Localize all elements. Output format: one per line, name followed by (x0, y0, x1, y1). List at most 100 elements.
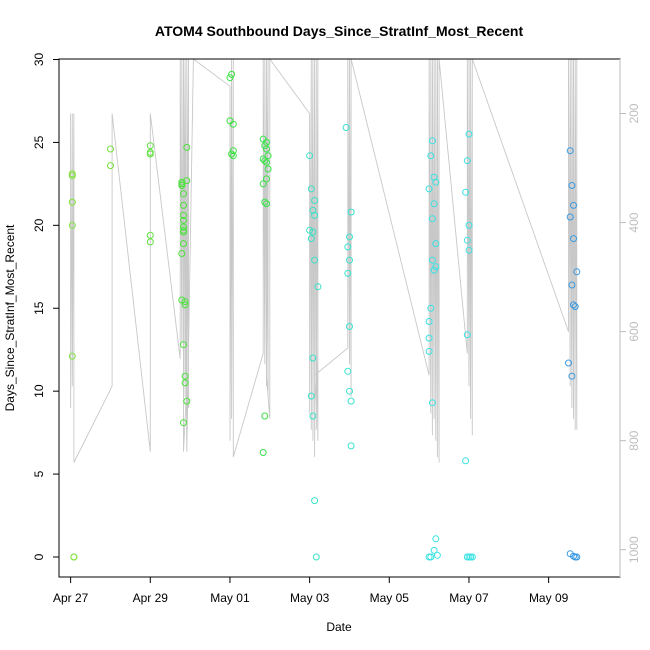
chart-title: ATOM4 Southbound Days_Since_StratInf_Mos… (155, 23, 524, 39)
y-tick-label: 5 (32, 470, 46, 477)
data-point-108 (465, 221, 473, 229)
data-point-31 (181, 379, 189, 387)
data-point-19 (180, 211, 187, 219)
x-tick-label: Apr 29 (133, 591, 169, 605)
data-point-56 (261, 412, 269, 420)
plot-frame (58, 58, 621, 578)
data-point-27 (181, 298, 189, 306)
data-point-42 (229, 152, 237, 160)
data-point-96 (425, 318, 433, 325)
data-point-1 (68, 172, 76, 180)
data-point-77 (346, 256, 353, 264)
data-point-95 (427, 304, 435, 312)
data-point-79 (346, 323, 353, 330)
data-point-82 (347, 397, 355, 405)
data-point-11 (146, 150, 154, 158)
y2-axis: 200 400 600 800 1000 (619, 59, 641, 577)
data-point-20 (180, 216, 187, 224)
data-point-25 (180, 240, 187, 248)
data-point-90 (428, 215, 436, 223)
data-point-110 (465, 246, 473, 254)
y-tick-label: 0 (32, 553, 46, 560)
data-point-87 (432, 178, 440, 186)
data-point-45 (261, 142, 269, 150)
data-point-117 (566, 147, 574, 155)
data-point-100 (432, 535, 440, 543)
data-point-81 (346, 387, 353, 395)
data-point-89 (430, 200, 438, 208)
data-point-83 (347, 442, 355, 450)
data-point-68 (309, 354, 317, 362)
data-point-26 (178, 296, 186, 304)
data-point-72 (312, 553, 320, 561)
data-point-59 (307, 185, 315, 193)
y-tick-label: 20 (32, 218, 46, 232)
x-tick-label: May 09 (529, 591, 569, 605)
data-point-66 (311, 256, 319, 264)
data-point-33 (180, 419, 187, 427)
x-tick-label: May 03 (290, 591, 330, 605)
data-point-61 (309, 206, 317, 214)
data-point-116 (468, 553, 476, 561)
data-point-37 (226, 74, 234, 82)
data-point-39 (229, 120, 237, 128)
data-point-101 (430, 546, 438, 554)
data-point-97 (425, 334, 433, 342)
data-point-123 (568, 281, 576, 289)
data-point-105 (465, 130, 473, 138)
data-point-109 (463, 236, 471, 244)
data-point-124 (570, 301, 577, 309)
y2-tick-label: 200 (627, 103, 641, 123)
data-point-111 (463, 331, 471, 339)
x-axis-label: Date (326, 620, 352, 634)
y2-tick-label: 400 (627, 212, 641, 232)
x-tick-label: May 07 (449, 591, 489, 605)
data-point-46 (263, 145, 270, 153)
data-point-119 (570, 201, 577, 209)
data-point-50 (263, 158, 270, 166)
gray-line-series (70, 57, 578, 463)
data-point-86 (430, 173, 438, 181)
data-point-51 (264, 165, 272, 173)
data-point-65 (307, 235, 315, 243)
data-point-49 (261, 157, 269, 165)
data-point-126 (565, 359, 572, 367)
data-point-98 (425, 347, 433, 355)
data-point-106 (463, 157, 471, 165)
data-point-69 (307, 392, 315, 400)
data-point-120 (566, 213, 574, 221)
data-point-78 (344, 269, 352, 277)
data-point-21 (180, 223, 187, 231)
data-point-7 (107, 145, 114, 153)
data-point-47 (264, 152, 272, 160)
y2-tick-label: 800 (627, 430, 641, 450)
series-line (70, 57, 578, 463)
data-point-36 (228, 70, 236, 78)
data-point-84 (428, 137, 436, 145)
y2-tick-label: 600 (627, 321, 641, 341)
data-point-29 (180, 341, 187, 349)
x-tick-label: Apr 27 (53, 591, 89, 605)
y2-tick-label: 1000 (627, 536, 641, 563)
y-tick-label: 30 (32, 53, 46, 67)
data-point-17 (180, 190, 187, 198)
y-axis: 0 5 10 15 20 25 30 (32, 53, 59, 560)
data-point-8 (107, 162, 114, 170)
y-axis-label: Days_Since_StratInf_Most_Recent (3, 224, 17, 411)
data-point-88 (425, 185, 433, 193)
data-point-91 (432, 240, 440, 248)
data-point-64 (309, 228, 317, 236)
data-point-41 (228, 150, 236, 158)
y-tick-label: 25 (32, 135, 46, 149)
data-point-92 (428, 256, 436, 264)
data-point-125 (571, 303, 579, 311)
data-point-57 (259, 449, 267, 456)
data-point-24 (178, 250, 186, 257)
data-point-94 (430, 266, 438, 274)
data-point-127 (568, 372, 576, 380)
data-point-131 (573, 553, 581, 561)
data-point-9 (146, 142, 154, 150)
data-point-76 (344, 243, 352, 251)
x-tick-label: May 01 (210, 591, 250, 605)
